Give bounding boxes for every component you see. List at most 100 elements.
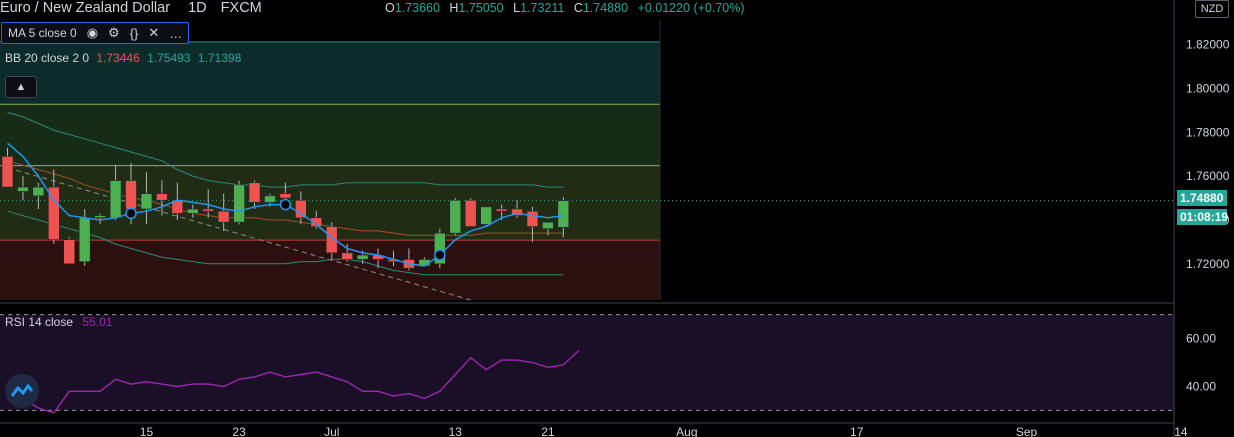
time-tick-label: 23 bbox=[232, 425, 246, 437]
close-label: C bbox=[573, 1, 583, 15]
bb-upper-value: 1.75493 bbox=[147, 51, 191, 65]
candle bbox=[94, 213, 106, 225]
candle-body bbox=[557, 200, 570, 228]
candle-body bbox=[48, 186, 60, 241]
candle-body bbox=[186, 208, 199, 214]
last-price-tag: 1.74880 bbox=[1177, 190, 1227, 206]
candle bbox=[233, 180, 245, 225]
bb-lower-value: 1.71398 bbox=[197, 51, 242, 65]
time-tick-label: 14 bbox=[1174, 425, 1188, 437]
change-value: +0.01220 (+0.70%) bbox=[637, 1, 745, 15]
candle bbox=[526, 206, 539, 242]
open-label: O bbox=[385, 1, 395, 15]
close-value: 1.74880 bbox=[582, 1, 629, 15]
candle-body bbox=[125, 180, 137, 210]
candle-body bbox=[217, 210, 230, 223]
candle bbox=[186, 204, 199, 218]
candle bbox=[295, 191, 307, 225]
bb-basis-value: 1.73446 bbox=[96, 51, 140, 65]
candle bbox=[325, 222, 338, 260]
collapse-legend-button[interactable]: ▲ bbox=[5, 76, 37, 98]
fib-zone bbox=[0, 41, 660, 105]
gear-icon[interactable]: ⚙ bbox=[108, 25, 120, 40]
candle-body bbox=[264, 195, 276, 203]
candle-body bbox=[202, 208, 215, 212]
candle-body bbox=[526, 210, 539, 227]
low-value: 1.73211 bbox=[520, 1, 565, 15]
price-tick-label: 1.72000 bbox=[1186, 257, 1230, 271]
time-tick-label: Aug bbox=[676, 425, 697, 437]
ohlc-readout: O1.73660 H1.75050 L1.73211 C1.74880 +0.0… bbox=[385, 1, 751, 15]
bb-legend[interactable]: BB 20 close 2 0 1.73446 1.75493 1.71398 bbox=[5, 51, 241, 65]
candle-body bbox=[310, 217, 323, 227]
candle bbox=[434, 228, 446, 269]
candle-body bbox=[356, 254, 369, 260]
candle-body bbox=[542, 221, 554, 230]
candle-body bbox=[32, 186, 45, 197]
time-tick-label: 15 bbox=[140, 425, 154, 437]
price-tick-label: 1.78000 bbox=[1186, 125, 1230, 139]
candle bbox=[48, 169, 60, 245]
rsi-legend[interactable]: RSI 14 close 55.01 bbox=[5, 315, 112, 329]
candle-body bbox=[449, 199, 462, 234]
bb-label: BB 20 close 2 0 bbox=[5, 51, 90, 65]
more-icon[interactable]: … bbox=[169, 25, 183, 41]
bar-countdown-tag: 01:08:19 bbox=[1177, 209, 1228, 225]
exchange-label: FXCM bbox=[220, 0, 262, 16]
bb-lower-line bbox=[7, 210, 564, 276]
symbol-name[interactable]: Euro / New Zealand Dollar bbox=[0, 0, 171, 16]
candle-body bbox=[464, 199, 477, 227]
rsi-value: 55.01 bbox=[82, 315, 113, 329]
candle-body bbox=[233, 184, 245, 223]
close-icon[interactable]: ✕ bbox=[148, 25, 160, 40]
rsi-tick-label: 40.00 bbox=[1186, 379, 1216, 393]
low-label: L bbox=[513, 1, 521, 15]
time-tick-label: Sep bbox=[1016, 425, 1038, 437]
candle bbox=[310, 211, 323, 229]
candle bbox=[464, 198, 477, 227]
candle-body bbox=[325, 226, 338, 254]
rsi-label: RSI 14 close bbox=[5, 315, 74, 329]
candle bbox=[511, 200, 523, 218]
candle bbox=[156, 180, 168, 216]
candle-body bbox=[480, 206, 492, 225]
candle bbox=[449, 198, 462, 236]
candle bbox=[202, 189, 215, 218]
candle bbox=[341, 244, 353, 262]
candle bbox=[1, 147, 14, 188]
candle-body bbox=[279, 193, 292, 199]
price-tick-label: 1.76000 bbox=[1186, 169, 1230, 183]
price-tick-label: 1.82000 bbox=[1186, 38, 1230, 52]
rsi-band bbox=[0, 314, 1174, 411]
price-tick-label: 1.80000 bbox=[1186, 81, 1230, 95]
eye-icon[interactable]: ◉ bbox=[86, 25, 99, 40]
chart-header: Euro / New Zealand Dollar 1D FXCM bbox=[0, 0, 262, 18]
ma-marker bbox=[125, 207, 137, 220]
tradingview-logo-icon[interactable] bbox=[5, 374, 39, 408]
candle-body bbox=[295, 199, 307, 219]
interval-label[interactable]: 1D bbox=[188, 0, 207, 16]
candle-body bbox=[341, 252, 353, 260]
ma-marker bbox=[279, 198, 292, 211]
candle-body bbox=[63, 239, 76, 265]
candle bbox=[140, 171, 153, 225]
candle bbox=[542, 221, 554, 236]
candle-body bbox=[1, 156, 14, 188]
time-tick-label: 13 bbox=[449, 425, 463, 437]
candle bbox=[17, 176, 29, 201]
candle-body bbox=[78, 217, 91, 262]
candle-body bbox=[511, 208, 523, 216]
candle bbox=[63, 237, 76, 265]
candle-body bbox=[109, 180, 122, 219]
currency-label[interactable]: NZD bbox=[1195, 0, 1229, 18]
code-braces-icon[interactable]: {} bbox=[129, 25, 139, 41]
candle-body bbox=[140, 193, 153, 210]
ma-marker bbox=[434, 249, 446, 261]
time-tick-label: 17 bbox=[850, 425, 864, 437]
rsi-line bbox=[7, 349, 580, 414]
ma-legend[interactable]: MA 5 close 0 ◉ ⚙ {} ✕ … bbox=[1, 22, 190, 44]
high-value: 1.75050 bbox=[458, 1, 504, 15]
open-value: 1.73660 bbox=[394, 1, 440, 15]
